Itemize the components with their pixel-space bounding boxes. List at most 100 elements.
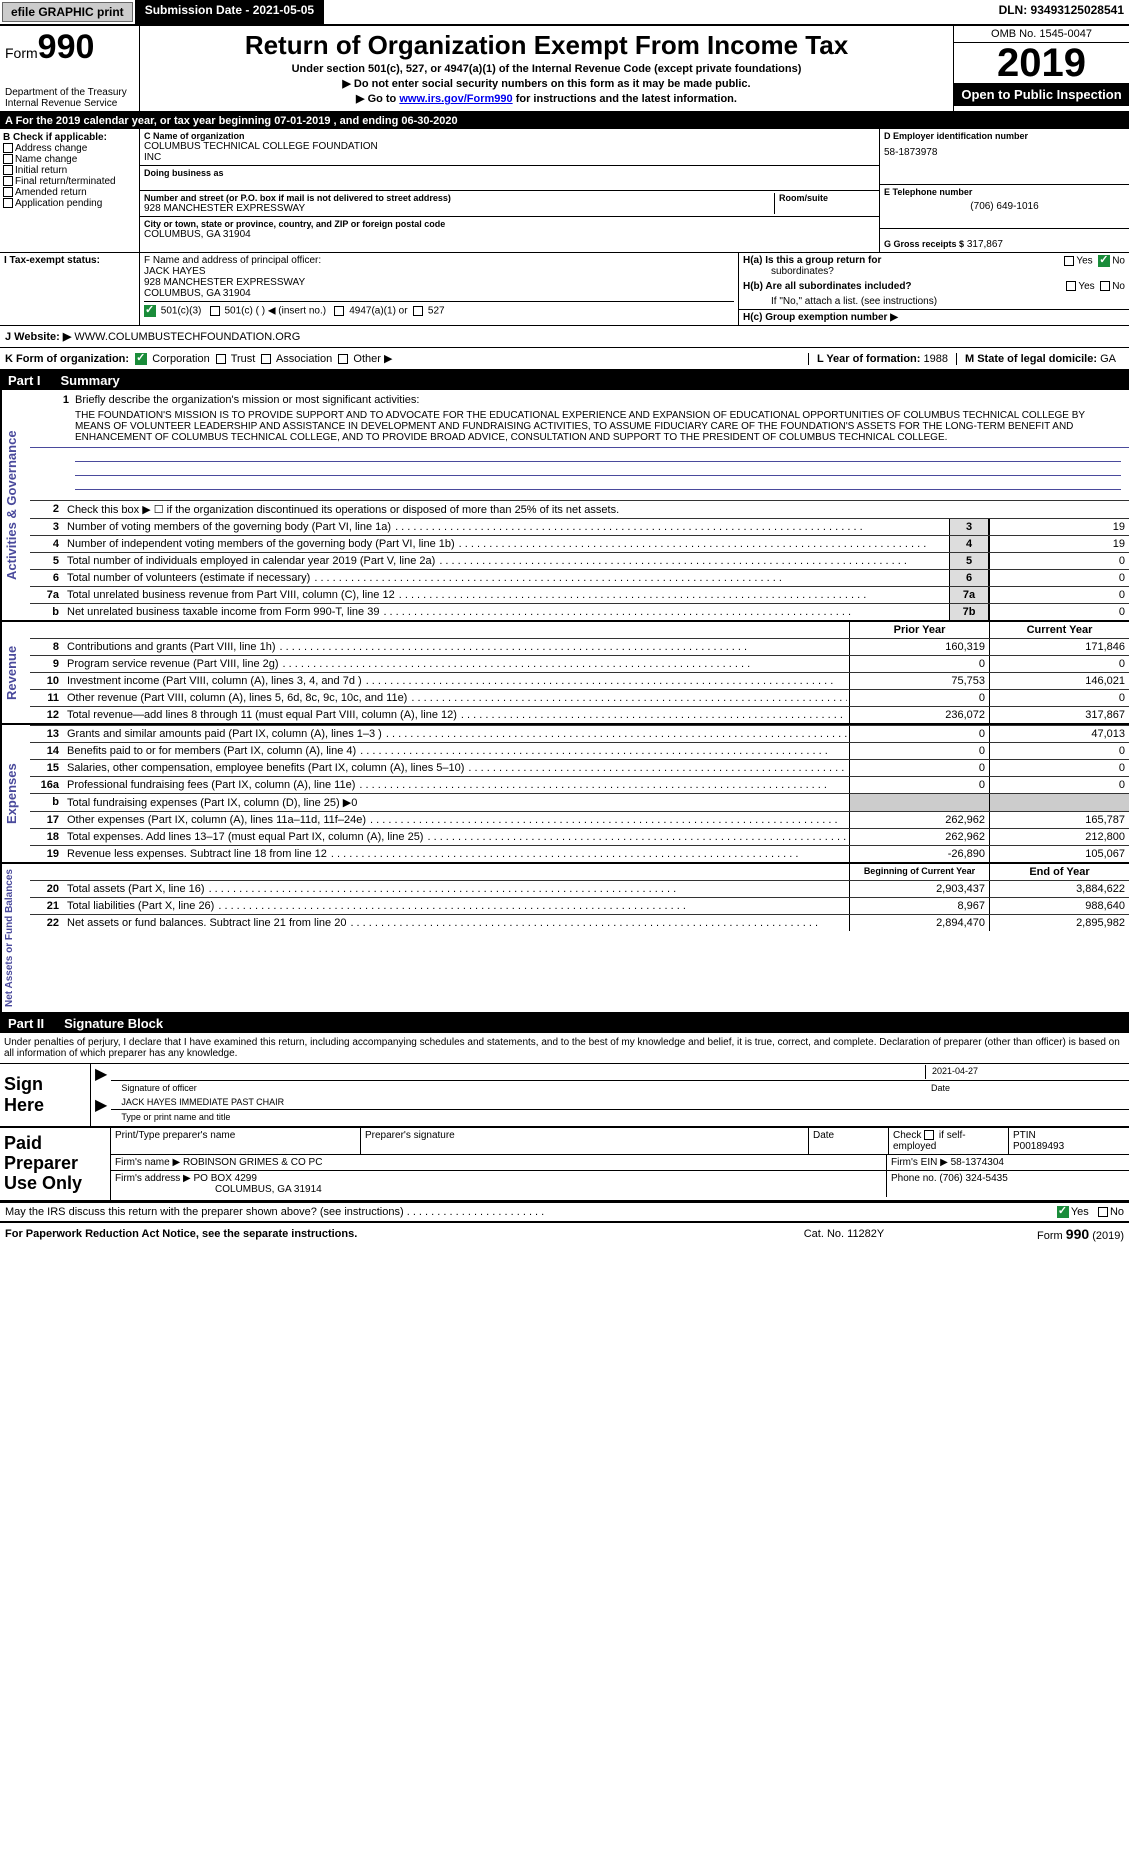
prep-h1: Print/Type preparer's name (111, 1128, 361, 1154)
form-number: Form990 (5, 28, 134, 67)
form-header: Form990 Department of the Treasury Inter… (0, 26, 1129, 113)
prior-year-header: Prior Year (849, 622, 989, 638)
discuss-no[interactable] (1098, 1207, 1108, 1217)
box-j: J Website: ▶ WWW.COLUMBUSTECHFOUNDATION.… (0, 326, 1129, 348)
efile-print-button[interactable]: efile GRAPHIC print (2, 2, 133, 22)
prep-row-3: Firm's address ▶ PO BOX 4299 COLUMBUS, G… (111, 1171, 1129, 1197)
irs-link[interactable]: www.irs.gov/Form990 (399, 93, 512, 105)
cb-initial[interactable]: Initial return (3, 165, 136, 176)
line-15: 15Salaries, other compensation, employee… (30, 759, 1129, 776)
page-footer: For Paperwork Reduction Act Notice, see … (0, 1221, 1129, 1245)
line-16b-prior (849, 794, 989, 811)
k-l-m-row: K Form of organization: Corporation Trus… (0, 348, 1129, 371)
box-h: H(a) Is this a group return for subordin… (739, 253, 1129, 325)
l-label: L Year of formation: (817, 353, 921, 365)
preparer-section: Paid Preparer Use Only Print/Type prepar… (0, 1127, 1129, 1201)
cb-self-employed[interactable] (924, 1130, 934, 1140)
cb-trust[interactable] (216, 354, 226, 364)
pwra-notice: For Paperwork Reduction Act Notice, see … (5, 1228, 744, 1240)
form-ref: Form 990 (2019) (944, 1226, 1124, 1242)
line-9: 9Program service revenue (Part VIII, lin… (30, 655, 1129, 672)
cb-other[interactable] (338, 354, 348, 364)
website-label: J Website: ▶ (5, 331, 71, 343)
officer-street: 928 MANCHESTER EXPRESSWAY (144, 277, 734, 288)
k-label: K Form of organization: (5, 353, 129, 365)
perjury-text: Under penalties of perjury, I declare th… (0, 1033, 1129, 1064)
goto-pre: ▶ Go to (356, 93, 399, 105)
line-22: 22Net assets or fund balances. Subtract … (30, 914, 1129, 931)
cb-assoc[interactable] (261, 354, 271, 364)
firm-name-label: Firm's name ▶ (115, 1157, 180, 1168)
cb-final[interactable]: Final return/terminated (3, 176, 136, 187)
line-5: 5Total number of individuals employed in… (30, 552, 1129, 569)
header-left: Form990 Department of the Treasury Inter… (0, 26, 140, 111)
ha-label2: subordinates? (743, 266, 834, 277)
cb-name[interactable]: Name change (3, 154, 136, 165)
form-subtitle: Under section 501(c), 527, or 4947(a)(1)… (144, 63, 949, 75)
vtab-governance: Activities & Governance (0, 390, 30, 620)
city-value: COLUMBUS, GA 31904 (144, 229, 875, 240)
sig-officer-field[interactable] (115, 1065, 925, 1079)
line-7b: bNet unrelated business taxable income f… (30, 603, 1129, 620)
city-label: City or town, state or province, country… (144, 219, 875, 229)
cb-amended[interactable]: Amended return (3, 187, 136, 198)
firm-phone-cell: Phone no. (706) 324-5435 (887, 1171, 1129, 1197)
discuss-text: May the IRS discuss this return with the… (5, 1206, 1057, 1218)
mission-blank-2 (75, 462, 1121, 476)
sign-here-label: Sign Here (0, 1064, 90, 1126)
right-col: D Employer identification number 58-1873… (879, 129, 1129, 252)
warn-goto: ▶ Go to www.irs.gov/Form990 for instruct… (144, 92, 949, 105)
gross-label: G Gross receipts $ (884, 239, 964, 249)
exempt-checkboxes: 501(c)(3) 501(c) ( ) ◀ (insert no.) 4947… (144, 301, 734, 317)
vtab-revenue: Revenue (0, 622, 30, 723)
cb-application[interactable]: Application pending (3, 198, 136, 209)
org-name-2: INC (144, 152, 875, 163)
discuss-yes[interactable] (1057, 1206, 1069, 1218)
line-20: 20Total assets (Part X, line 16)2,903,43… (30, 880, 1129, 897)
firm-addr-label: Firm's address ▶ (115, 1173, 191, 1184)
cb-corp[interactable] (135, 353, 147, 365)
line-10: 10Investment income (Part VIII, column (… (30, 672, 1129, 689)
firm-addr-1: PO BOX 4299 (194, 1173, 257, 1184)
firm-ein-cell: Firm's EIN ▶ 58-1374304 (887, 1155, 1129, 1170)
firm-name-cell: Firm's name ▶ ROBINSON GRIMES & CO PC (111, 1155, 887, 1170)
cb-address[interactable]: Address change (3, 143, 136, 154)
hb-no[interactable] (1100, 281, 1110, 291)
ha-no[interactable] (1098, 255, 1110, 267)
cb-501c3[interactable] (144, 305, 156, 317)
end-year-header: End of Year (989, 864, 1129, 880)
sig-date-value: 2021-04-27 (925, 1065, 1125, 1079)
part-2-title: Signature Block (64, 1016, 163, 1031)
line-16b: b Total fundraising expenses (Part IX, c… (30, 793, 1129, 811)
box-e: E Telephone number (706) 649-1016 (880, 185, 1129, 229)
firm-ein-value: 58-1374304 (951, 1157, 1004, 1168)
prep-h4: Check if self-employed (889, 1128, 1009, 1154)
cb-527[interactable] (413, 306, 423, 316)
street-value: 928 MANCHESTER EXPRESSWAY (144, 203, 770, 214)
cb-4947[interactable] (334, 306, 344, 316)
m-label: M State of legal domicile: (965, 353, 1097, 365)
form-990-page: efile GRAPHIC print Submission Date - 20… (0, 0, 1129, 1245)
firm-phone-label: Phone no. (891, 1173, 937, 1184)
cb-501c[interactable] (210, 306, 220, 316)
governance-content: 1 Briefly describe the organization's mi… (30, 390, 1129, 620)
discuss-row: May the IRS discuss this return with the… (0, 1202, 1129, 1221)
line-1-head: 1 Briefly describe the organization's mi… (30, 390, 1129, 406)
ptin-label: PTIN (1013, 1130, 1125, 1141)
discuss-checkboxes: Yes No (1057, 1206, 1124, 1218)
hb-yes[interactable] (1066, 281, 1076, 291)
ha-yes[interactable] (1064, 256, 1074, 266)
ein-label: D Employer identification number (884, 131, 1125, 141)
part-1-header: Part I Summary (0, 371, 1129, 390)
box-d: D Employer identification number 58-1873… (880, 129, 1129, 185)
box-l: L Year of formation: 1988 (808, 353, 956, 365)
prep-h5-cell: PTIN P00189493 (1009, 1128, 1129, 1154)
prep-row-1: Print/Type preparer's name Preparer's si… (111, 1128, 1129, 1155)
preparer-label: Paid Preparer Use Only (0, 1128, 110, 1199)
revenue-content: Prior Year Current Year 8Contributions a… (30, 622, 1129, 723)
header-right: OMB No. 1545-0047 2019 Open to Public In… (954, 26, 1129, 111)
dept-treasury: Department of the Treasury (5, 87, 134, 98)
firm-addr-2: COLUMBUS, GA 31914 (115, 1184, 882, 1195)
revenue-section: Revenue Prior Year Current Year 8Contrib… (0, 622, 1129, 725)
part-2-header: Part II Signature Block (0, 1014, 1129, 1033)
